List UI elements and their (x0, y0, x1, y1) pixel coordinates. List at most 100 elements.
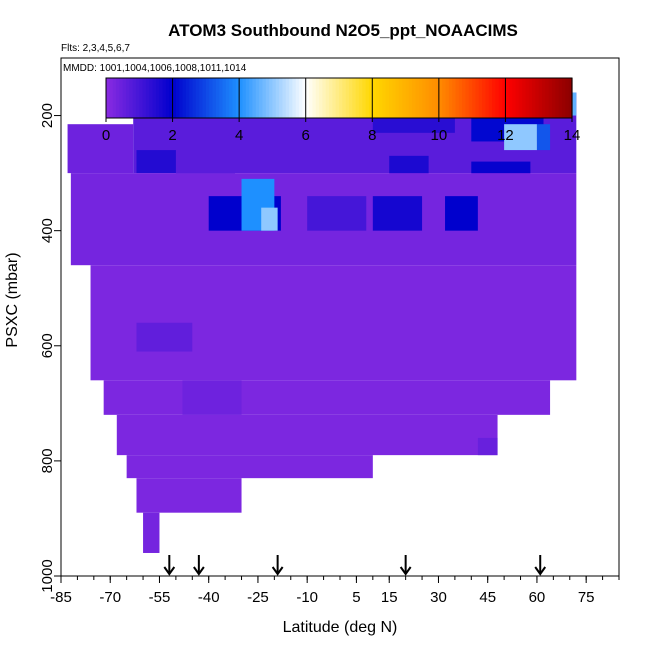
arrow-head-4 (534, 566, 547, 576)
colorbar-segment-134 (552, 78, 556, 118)
colorbar-segment-16 (159, 78, 164, 118)
x-tick-label-2: -55 (149, 589, 171, 606)
colorbar-segment-17 (162, 78, 167, 118)
arrow-head-2 (271, 566, 284, 576)
y-tick-label-4: 1000 (39, 559, 56, 592)
colorbar-segment-136 (558, 78, 563, 118)
colorbar-segment-56 (292, 78, 297, 118)
colorbar-segment-55 (289, 78, 293, 118)
chart-title: ATOM3 Southbound N2O5_ppt_NOAACIMS (168, 21, 518, 40)
colorbar-segment-113 (482, 78, 487, 118)
colorbar-segment-78 (365, 78, 370, 118)
colorbar-segment-108 (465, 78, 470, 118)
x-tick-label-3: -40 (198, 589, 220, 606)
x-tick-label-5: -10 (296, 589, 318, 606)
x-tick-label-7: 15 (381, 589, 398, 606)
colorbar-segment-22 (179, 78, 184, 118)
colorbar-segment-25 (189, 78, 194, 118)
colorbar-segment-66 (325, 78, 330, 118)
colorbar-tick-label-2: 4 (235, 127, 243, 144)
arrow-marker-4 (534, 555, 547, 576)
colorbar-segment-94 (418, 78, 423, 118)
colorbar-segment-120 (505, 78, 510, 118)
colorbar-tick-label-5: 10 (431, 127, 448, 144)
colorbar-segment-54 (285, 78, 290, 118)
colorbar-segment-45 (255, 78, 260, 118)
colorbar-segment-72 (345, 78, 350, 118)
colorbar-segment-57 (295, 78, 300, 118)
y-tick-label-0: 200 (39, 103, 56, 128)
colorbar-segment-51 (275, 78, 280, 118)
y-tick-label-1: 400 (39, 218, 56, 243)
colorbar-segment-20 (172, 78, 177, 118)
heatmap-cell-29 (136, 478, 242, 513)
colorbar-segment-48 (265, 78, 270, 118)
arrow-marker-2 (271, 555, 284, 576)
colorbar-segment-127 (528, 78, 533, 118)
colorbar-segment-77 (362, 78, 367, 118)
plot-area (67, 92, 577, 553)
colorbar-segment-118 (498, 78, 503, 118)
colorbar-segment-74 (352, 78, 357, 118)
colorbar-segment-128 (532, 78, 536, 118)
colorbar: 0 2 4 6 8 10 12 14 (102, 77, 580, 144)
colorbar-segment-32 (212, 78, 217, 118)
colorbar-segment-116 (492, 78, 497, 118)
arrow-head-3 (399, 566, 412, 576)
colorbar-segment-50 (272, 78, 277, 118)
colorbar-segment-135 (555, 78, 560, 118)
colorbar-tick-label-4: 8 (368, 127, 376, 144)
colorbar-segment-65 (322, 78, 327, 118)
arrow-markers (163, 555, 547, 576)
colorbar-segment-7 (129, 78, 134, 118)
colorbar-segment-31 (209, 78, 214, 118)
heatmap-cell-21 (307, 196, 367, 231)
colorbar-segment-75 (355, 78, 360, 118)
x-tick-label-10: 60 (529, 589, 546, 606)
colorbar-segment-115 (488, 78, 493, 118)
colorbar-segment-24 (185, 78, 190, 118)
colorbar-segment-130 (538, 78, 543, 118)
heatmap-cell-18 (261, 207, 278, 231)
colorbar-segment-36 (225, 78, 230, 118)
colorbar-segment-111 (475, 78, 480, 118)
colorbar-segment-33 (215, 78, 220, 118)
dates-note: MMDD: 1001,1004,1006,1008,1011,1014 (63, 63, 247, 74)
colorbar-tick-label-1: 2 (168, 127, 176, 144)
colorbar-segment-35 (222, 78, 227, 118)
colorbar-segment-12 (145, 78, 150, 118)
colorbar-segment-122 (512, 78, 517, 118)
colorbar-segment-26 (192, 78, 197, 118)
arrow-marker-1 (193, 555, 205, 576)
colorbar-segment-14 (152, 78, 157, 118)
colorbar-segment-92 (412, 78, 417, 118)
colorbar-segment-1 (109, 78, 114, 118)
heatmap-cell-23 (136, 322, 193, 352)
colorbar-segment-109 (468, 78, 473, 118)
colorbar-segment-101 (442, 78, 447, 118)
colorbar-segment-40 (239, 78, 244, 118)
colorbar-segment-117 (495, 78, 500, 118)
colorbar-segment-132 (545, 78, 550, 118)
arrow-head-1 (193, 566, 205, 576)
colorbar-segment-137 (562, 78, 566, 118)
heatmap-cell-20 (445, 196, 478, 231)
colorbar-tick-label-6: 12 (497, 127, 514, 144)
colorbar-segment-80 (372, 78, 377, 118)
colorbar-segment-114 (485, 78, 490, 118)
x-tick-label-0: -85 (50, 589, 72, 606)
colorbar-segment-125 (522, 78, 526, 118)
colorbar-segment-0 (106, 78, 110, 118)
colorbar-segment-27 (195, 78, 200, 118)
colorbar-segment-121 (508, 78, 513, 118)
colorbar-segment-82 (378, 78, 383, 118)
colorbar-segment-95 (422, 78, 427, 118)
x-tick-label-1: -70 (99, 589, 121, 606)
colorbar-segment-53 (282, 78, 287, 118)
y-axis: 200 400 600 800 1000 (39, 103, 61, 593)
colorbar-segment-2 (112, 78, 117, 118)
colorbar-segment-103 (448, 78, 453, 118)
colorbar-segment-5 (122, 78, 127, 118)
colorbar-segment-46 (259, 78, 264, 118)
colorbar-segment-70 (339, 78, 343, 118)
